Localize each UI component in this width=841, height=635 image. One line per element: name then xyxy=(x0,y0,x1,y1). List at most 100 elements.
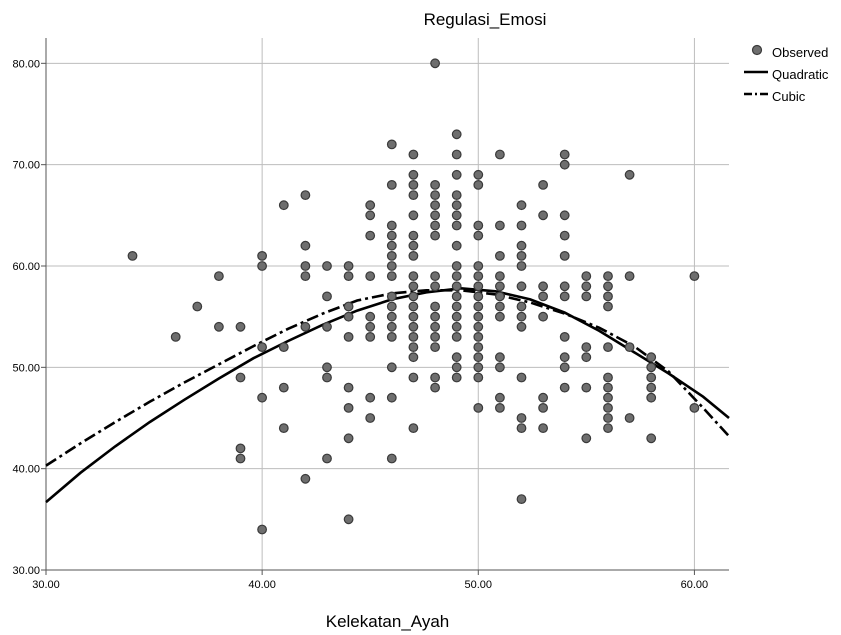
observed-point xyxy=(516,301,527,312)
chart-title: Regulasi_Emosi xyxy=(423,10,547,29)
observed-point xyxy=(300,473,311,484)
observed-point xyxy=(278,342,289,353)
observed-point xyxy=(430,271,441,282)
observed-point xyxy=(603,403,613,413)
observed-point xyxy=(322,362,332,373)
observed-point xyxy=(386,453,397,464)
observed-point xyxy=(559,250,570,261)
observed-point xyxy=(408,342,419,353)
observed-point xyxy=(581,352,592,363)
observed-point xyxy=(408,149,419,160)
observed-point xyxy=(516,413,527,423)
observed-point xyxy=(278,423,289,434)
observed-point xyxy=(430,372,441,383)
observed-point xyxy=(451,362,462,373)
observed-point xyxy=(603,301,613,312)
observed-point xyxy=(322,291,332,302)
observed-point xyxy=(473,372,484,383)
observed-point xyxy=(603,281,613,292)
observed-point xyxy=(430,311,441,322)
observed-point xyxy=(538,311,548,322)
observed-point xyxy=(538,392,548,403)
observed-point xyxy=(559,210,570,221)
observed-point xyxy=(451,291,462,302)
observed-point xyxy=(343,382,354,393)
observed-point xyxy=(495,392,505,403)
observed-point xyxy=(343,261,354,271)
observed-point xyxy=(538,179,548,190)
observed-point xyxy=(430,281,441,292)
observed-point xyxy=(235,372,246,383)
y-tick-label: 70.00 xyxy=(12,160,40,172)
observed-point xyxy=(451,311,462,322)
observed-point xyxy=(408,311,419,322)
observed-point xyxy=(343,403,354,413)
observed-point xyxy=(365,413,376,423)
observed-point xyxy=(603,423,613,434)
observed-point xyxy=(495,362,505,373)
observed-point xyxy=(689,271,700,282)
observed-point xyxy=(538,291,548,302)
observed-point xyxy=(473,362,484,373)
y-tick-label: 80.00 xyxy=(12,58,40,70)
observed-point xyxy=(624,169,635,180)
observed-point xyxy=(538,210,548,221)
observed-point xyxy=(408,301,419,312)
observed-point xyxy=(386,139,397,150)
observed-point xyxy=(386,362,397,373)
legend-label-quadratic: Quadratic xyxy=(772,67,829,82)
observed-point xyxy=(343,271,354,282)
observed-point xyxy=(408,332,419,342)
observed-point xyxy=(495,311,505,322)
observed-point xyxy=(559,159,570,170)
observed-point xyxy=(408,372,419,383)
observed-point xyxy=(581,271,592,282)
observed-point xyxy=(451,332,462,342)
observed-point xyxy=(624,342,635,353)
observed-point xyxy=(408,179,419,190)
observed-point xyxy=(257,342,268,353)
observed-point xyxy=(473,321,484,332)
observed-point xyxy=(473,179,484,190)
observed-point xyxy=(386,301,397,312)
observed-point xyxy=(495,281,505,292)
observed-point xyxy=(278,382,289,393)
observed-point xyxy=(451,200,462,211)
observed-point xyxy=(408,271,419,282)
observed-point xyxy=(365,311,376,322)
observed-point xyxy=(516,200,527,211)
observed-point xyxy=(365,230,376,241)
observed-point xyxy=(451,190,462,201)
y-tick-label: 50.00 xyxy=(12,362,40,374)
observed-point xyxy=(559,291,570,302)
observed-point xyxy=(408,190,419,201)
observed-point xyxy=(430,230,441,241)
observed-point xyxy=(430,58,441,69)
observed-point xyxy=(451,169,462,180)
observed-point xyxy=(322,321,332,332)
y-tick-label: 30.00 xyxy=(12,565,40,577)
observed-point xyxy=(300,240,311,251)
observed-point xyxy=(192,301,203,312)
observed-point xyxy=(603,291,613,302)
observed-point xyxy=(624,271,635,282)
observed-point xyxy=(300,321,311,332)
observed-point xyxy=(300,271,311,282)
observed-point xyxy=(430,220,441,231)
observed-point xyxy=(495,403,505,413)
observed-point xyxy=(408,352,419,363)
observed-point xyxy=(559,230,570,241)
observed-point xyxy=(516,494,527,505)
observed-point xyxy=(386,261,397,271)
observed-point xyxy=(495,220,505,231)
grid-lines xyxy=(46,38,729,570)
observed-point xyxy=(603,342,613,353)
observed-point xyxy=(386,230,397,241)
observed-point xyxy=(322,453,332,464)
observed-point xyxy=(430,332,441,342)
observed-point xyxy=(235,453,246,464)
axes xyxy=(41,38,729,575)
observed-point xyxy=(473,230,484,241)
observed-point xyxy=(451,321,462,332)
observed-point xyxy=(473,261,484,271)
